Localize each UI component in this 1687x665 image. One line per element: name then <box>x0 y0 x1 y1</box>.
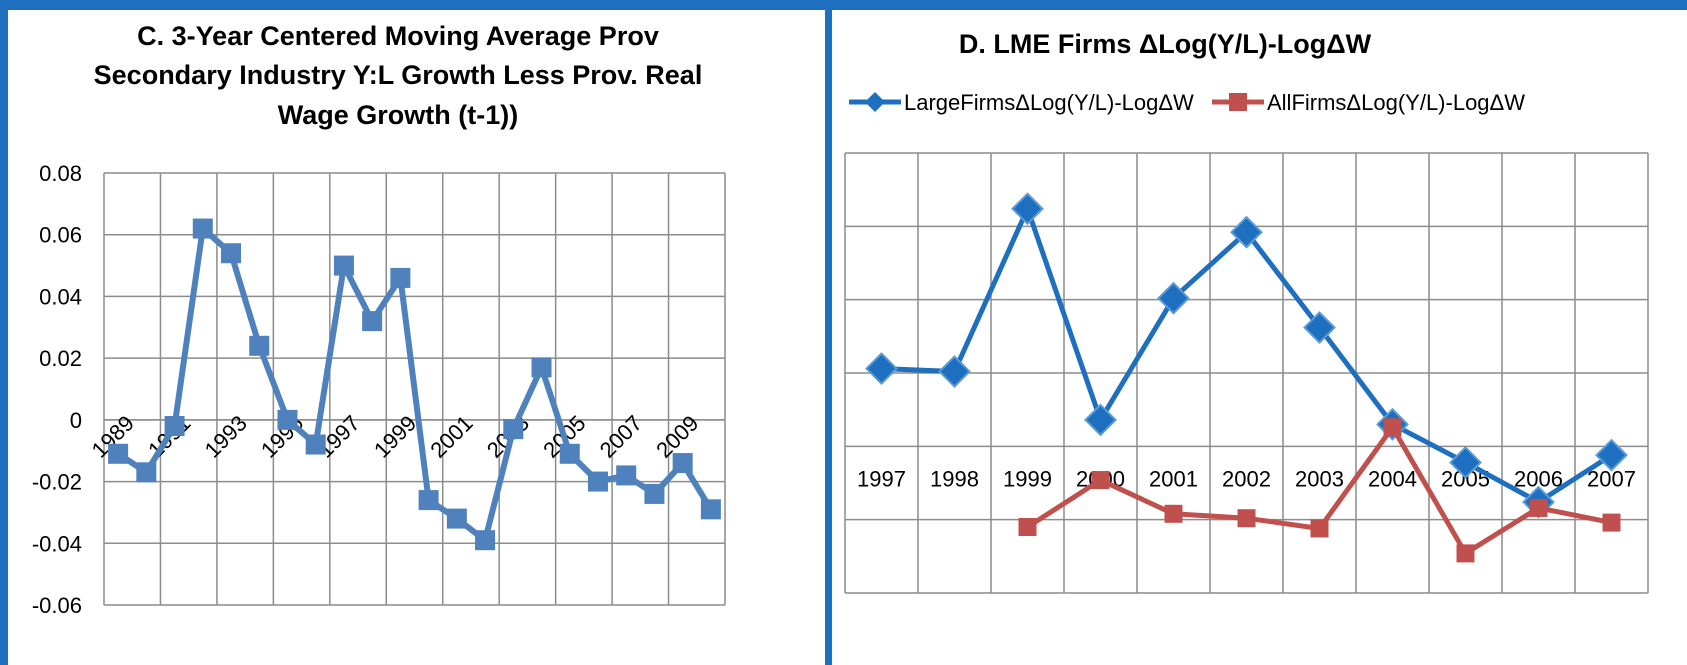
chart-c-y-tick-label: 0.04 <box>39 284 82 309</box>
chart-c-data-point <box>616 465 637 486</box>
chart-d-data-point-large-firms <box>1157 281 1190 315</box>
legend-marker-diamond <box>865 92 885 112</box>
chart-c-data-point <box>446 508 467 529</box>
chart-d-data-point-large-firms <box>1230 215 1263 249</box>
chart-c-data-point <box>362 311 383 332</box>
chart-c-title-line: C. 3-Year Centered Moving Average Prov <box>137 21 659 51</box>
chart-c-y-tick-label: 0.02 <box>39 346 82 371</box>
chart-d-data-point-all-firms <box>1091 471 1110 490</box>
chart-c-data-point <box>305 434 326 455</box>
chart-d-data-point-all-firms <box>1237 509 1256 528</box>
chart-c-data-point <box>587 471 608 492</box>
chart-c-data-point <box>503 419 524 440</box>
chart-d-data-point-all-firms <box>1018 518 1037 536</box>
chart-c: C. 3-Year Centered Moving Average Prov Se… <box>32 21 726 618</box>
chart-c-y-tick-label: -0.04 <box>32 531 82 556</box>
chart-c-data-point <box>559 443 580 464</box>
chart-d-x-tick-label: 2002 <box>1222 466 1271 491</box>
chart-d-data-point-large-firms <box>1011 192 1044 226</box>
chart-c-data-point <box>418 490 439 511</box>
chart-d-data-point-all-firms <box>1602 513 1621 532</box>
chart-c-panel: C. 3-Year Centered Moving Average Prov Se… <box>8 10 825 665</box>
chart-c-data-point <box>531 357 552 378</box>
chart-d-x-tick-label: 1999 <box>1003 466 1052 491</box>
chart-d-data-point-large-firms <box>1303 311 1336 344</box>
chart-d-data-point-large-firms <box>938 355 971 388</box>
chart-c-data-point <box>333 255 354 276</box>
chart-c-y-tick-label: 0 <box>70 408 82 433</box>
legend-label: LargeFirmsΔLog(Y/L)-LogΔW <box>904 90 1194 115</box>
chart-d-x-tick-label: 1998 <box>930 466 979 491</box>
chart-c-y-tick-label: 0.08 <box>39 161 82 186</box>
chart-c-data-point <box>221 243 242 264</box>
chart-d: D. LME Firms ΔLog(Y/L)-LogΔW LargeFirmsΔL… <box>844 29 1649 594</box>
chart-d-data-point-large-firms <box>1084 403 1117 437</box>
chart-c-data-point <box>164 416 185 437</box>
chart-d-data-point-all-firms <box>1529 498 1548 517</box>
legend-label: AllFirmsΔLog(Y/L)-LogΔW <box>1267 90 1525 115</box>
chart-c-data-point <box>475 530 496 551</box>
chart-c-data-point <box>136 462 157 483</box>
chart-c-data-point <box>390 267 411 288</box>
chart-d-x-tick-label: 2004 <box>1368 466 1417 491</box>
chart-c-y-tick-label: -0.06 <box>32 593 82 618</box>
chart-c-data-point <box>277 409 298 430</box>
chart-d-x-tick-label: 2003 <box>1295 466 1344 491</box>
chart-c-x-tick-label: 2007 <box>595 410 647 462</box>
chart-c-x-tick-label: 2001 <box>425 410 477 462</box>
chart-c-data-point <box>700 499 721 520</box>
chart-d-panel: D. LME Firms ΔLog(Y/L)-LogΔW LargeFirmsΔL… <box>832 10 1687 665</box>
chart-c-title-line: Secondary Industry Y:L Growth Less Prov.… <box>94 60 703 90</box>
chart-d-data-point-all-firms <box>1456 544 1475 563</box>
chart-d-data-point-large-firms <box>1595 438 1628 472</box>
chart-c-title-line: Wage Growth (t-1)) <box>278 100 518 130</box>
chart-c-y-tick-label: 0.06 <box>39 223 82 248</box>
chart-c-data-point <box>249 335 270 356</box>
chart-d-x-tick-label: 2001 <box>1149 466 1198 491</box>
chart-c-x-tick-label: 1999 <box>369 410 421 462</box>
chart-d-data-point-all-firms <box>1164 504 1183 523</box>
chart-c-x-tick-label: 1993 <box>200 410 252 462</box>
chart-c-data-point <box>644 483 665 504</box>
chart-d-title: D. LME Firms ΔLog(Y/L)-LogΔW <box>959 29 1372 59</box>
chart-c-series-line <box>116 225 714 544</box>
chart-d-x-tick-label: 1997 <box>857 466 906 491</box>
chart-d-data-point-large-firms <box>1449 446 1482 479</box>
chart-c-data-point <box>672 453 693 474</box>
chart-d-data-point-large-firms <box>865 352 898 386</box>
chart-d-data-point-all-firms <box>1310 519 1329 538</box>
chart-c-y-tick-label: -0.02 <box>32 470 82 495</box>
chart-c-data-point <box>192 218 213 239</box>
chart-c-data-point <box>108 443 129 464</box>
chart-d-data-point-all-firms <box>1383 418 1402 437</box>
legend-marker-square <box>1229 93 1247 111</box>
